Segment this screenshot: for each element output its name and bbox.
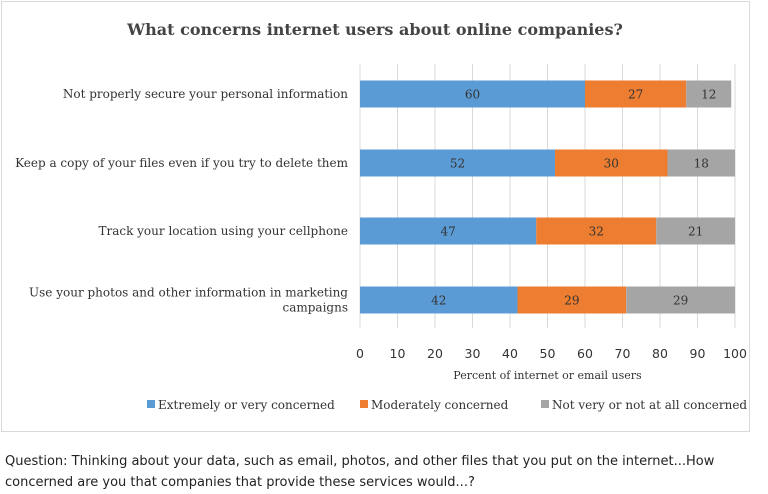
data-label: 29	[564, 294, 579, 308]
data-label: 21	[688, 225, 703, 239]
stacked-bar-chart: What concerns internet users about onlin…	[15, 20, 747, 412]
legend-swatch	[147, 400, 155, 408]
x-tick-label: 40	[502, 346, 518, 361]
x-tick-label: 70	[615, 346, 631, 361]
bar-segment	[686, 80, 732, 108]
data-label: 18	[694, 157, 709, 171]
bar-segment	[360, 286, 518, 314]
x-tick-label: 10	[390, 346, 406, 361]
bar-segment	[555, 149, 668, 177]
bar-segment	[536, 217, 657, 245]
data-label: 60	[465, 88, 480, 102]
legend-entry: Moderately concerned	[371, 398, 509, 412]
x-tick-label: 60	[577, 346, 593, 361]
x-tick-label: 80	[652, 346, 668, 361]
legend-entry: Not very or not at all concerned	[552, 398, 747, 412]
legend-swatch	[360, 400, 368, 408]
bar-segment	[656, 217, 735, 245]
chart-title: What concerns internet users about onlin…	[126, 20, 623, 39]
category-label: Not properly secure your personal inform…	[63, 87, 348, 101]
x-tick-label: 20	[427, 346, 443, 361]
category-label: Keep a copy of your files even if you tr…	[15, 156, 349, 170]
bar-segment	[667, 149, 735, 177]
bar-segment	[585, 80, 687, 108]
data-label: 30	[604, 157, 619, 171]
data-label: 12	[701, 88, 716, 102]
x-tick-label: 30	[465, 346, 481, 361]
data-label: 42	[431, 294, 446, 308]
data-label: 29	[673, 294, 688, 308]
x-axis-label: Percent of internet or email users	[453, 369, 642, 382]
bar-segment	[626, 286, 735, 314]
x-tick-label: 50	[540, 346, 556, 361]
x-tick-label: 100	[723, 346, 747, 361]
legend-entry: Extremely or very concerned	[158, 398, 335, 412]
data-label: 27	[628, 88, 643, 102]
legend-swatch	[541, 400, 549, 408]
data-label: 32	[589, 225, 604, 239]
data-label: 47	[440, 225, 455, 239]
bar-segment	[517, 286, 627, 314]
bar-segment	[360, 217, 537, 245]
data-label: 52	[450, 157, 465, 171]
category-label: campaigns	[283, 301, 349, 315]
x-tick-label: 90	[690, 346, 706, 361]
question-text: Question: Thinking about your data, such…	[5, 454, 715, 490]
chart-frame: What concerns internet users about onlin…	[1, 1, 750, 432]
bar-segment	[360, 80, 585, 108]
bar-segment	[360, 149, 555, 177]
category-label: Track your location using your cellphone	[98, 224, 348, 238]
category-label: Use your photos and other information in…	[29, 286, 348, 300]
x-tick-label: 0	[356, 346, 364, 361]
